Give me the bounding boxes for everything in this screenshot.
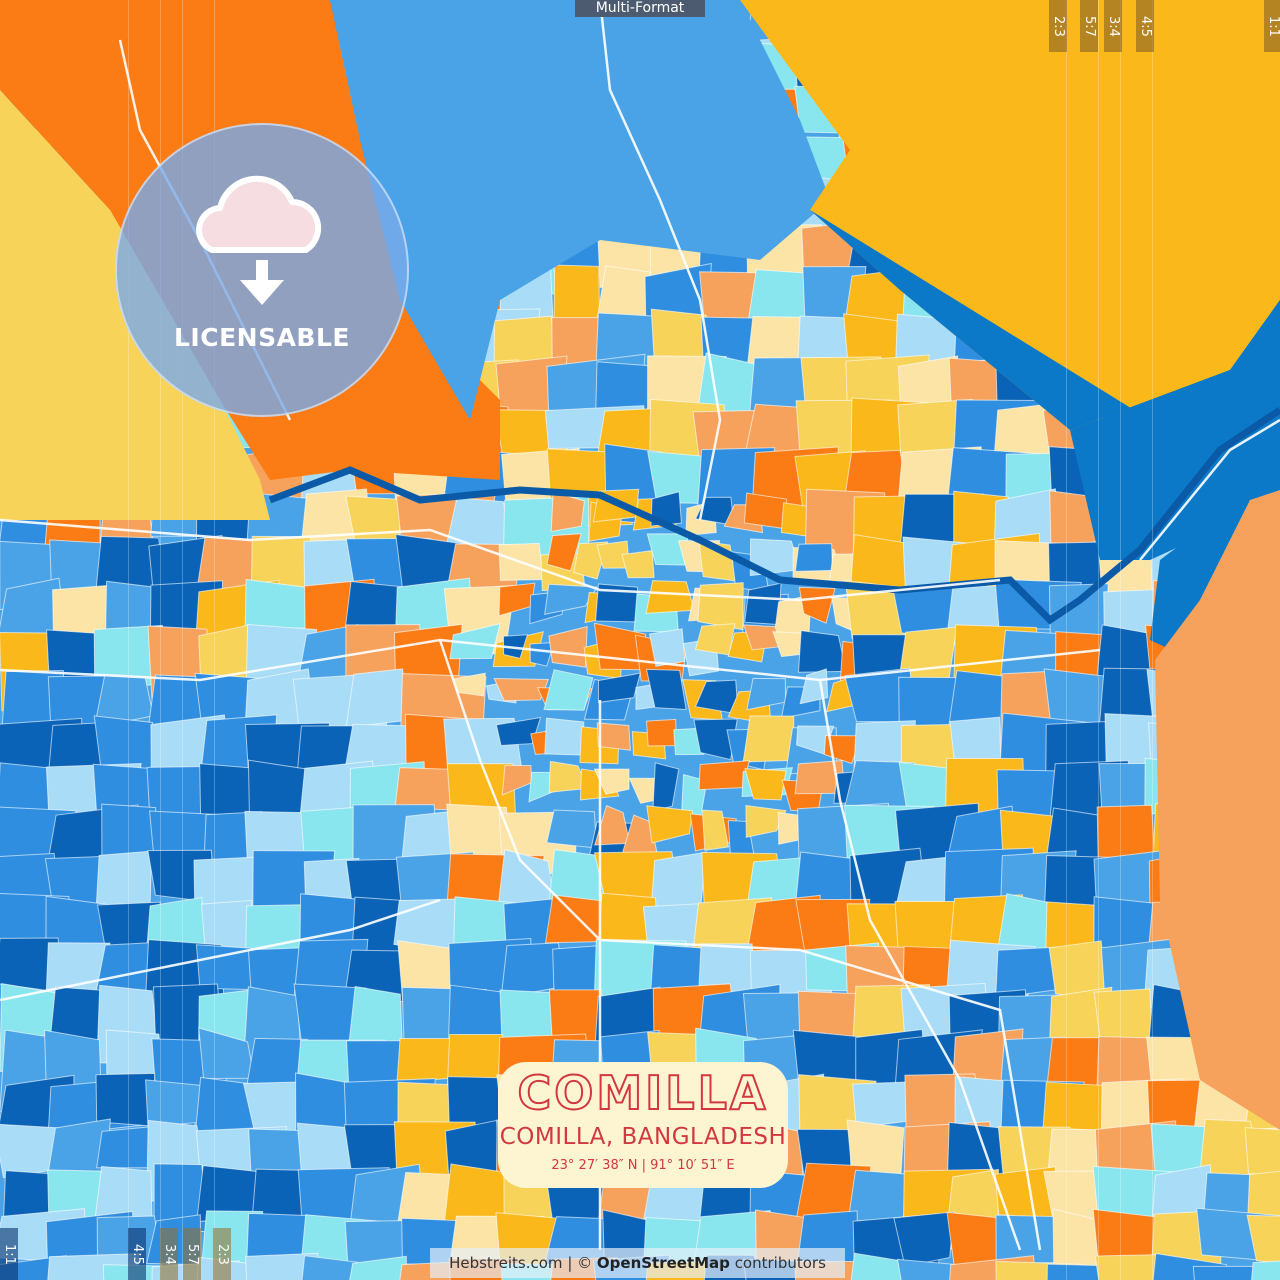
district-patch [548,625,588,668]
district-patch [645,718,678,747]
title-block: COMILLA COMILLA, BANGLADESH 23° 27′ 38″ … [498,1062,788,1188]
district-patch [1246,1214,1280,1264]
district-patch [597,672,642,704]
ratio-label-1-1: 1:1 [1264,0,1280,52]
district-patch [648,628,686,667]
district-patch [743,492,788,529]
ratio-label-3-4: 3:4 [1104,0,1122,52]
region-east-blue [1070,300,1280,560]
district-patch [543,669,594,711]
district-patch [694,623,736,656]
region-east-tan [1155,490,1280,1130]
district-patch [553,264,601,322]
multi-format-tab[interactable]: Multi-Format [575,0,705,17]
district-patch [449,623,501,660]
crop-guide-line [1066,0,1067,1280]
ratio-label-4-5: 4:5 [1136,0,1154,52]
licensable-badge[interactable]: LICENSABLE [115,123,409,417]
district-patch [744,768,787,801]
ratio-label-1-1: 1:1 [0,1228,18,1280]
district-patch [844,449,909,498]
attribution-footer: Hebstreits.com | © OpenStreetMap contrib… [430,1248,845,1278]
crop-guide-line [214,0,215,1280]
crop-guide-line [1098,0,1099,1280]
district-patch [797,629,847,673]
district-patch [1251,1260,1280,1280]
ratio-label-4-5: 4:5 [128,1228,146,1280]
district-patch [645,580,695,614]
ratio-label-5-7: 5:7 [183,1228,201,1280]
region-north-blue [330,0,830,420]
crop-guide-line [1120,0,1121,1280]
ratio-label-3-4: 3:4 [160,1228,178,1280]
district-patch [673,727,705,756]
district-patch [893,1211,955,1268]
district-patch [1192,1265,1255,1280]
district-patch [550,491,585,533]
district-patch [1244,1127,1280,1177]
licensable-label: LICENSABLE [174,323,350,352]
site-link[interactable]: Hebstreits.com [449,1254,563,1272]
river [268,407,1280,625]
coordinates: 23° 27′ 38″ N | 91° 10′ 51″ E [551,1158,735,1173]
district-patch [396,1037,456,1084]
district-patch [693,718,738,761]
district-patch [345,668,410,729]
district-patch [544,583,598,615]
district-patch [646,805,694,844]
separator: | © [562,1254,597,1272]
crop-guide-line [160,0,161,1280]
ratio-label-2-3: 2:3 [1049,0,1067,52]
ratio-label-5-7: 5:7 [1080,0,1098,52]
district-patch [301,1255,359,1280]
district-patch [502,634,529,659]
district-patch [546,809,598,849]
crop-guide-line [182,0,183,1280]
district-patch [646,533,689,566]
district-patch [349,1255,407,1280]
district-patch [495,716,542,746]
district-patch [596,722,632,751]
district-patch [621,550,655,579]
district-patch [652,762,680,811]
region-northeast-yellow [740,0,1280,430]
city-title: COMILLA [517,1065,769,1121]
ratio-label-2-3: 2:3 [213,1228,231,1280]
osm-link[interactable]: OpenStreetMap [596,1254,730,1272]
district-patch [794,543,833,572]
district-patch [546,533,582,572]
district-patch [245,1252,320,1280]
district-patch [529,641,555,667]
district-patch [493,678,550,702]
district-patch [698,760,751,791]
district-patch [697,582,744,631]
roads [0,0,1280,1251]
district-patch [742,715,795,763]
district-patch [1094,1254,1160,1280]
crop-guide-line [1152,0,1153,1280]
crop-guide-line [128,0,129,1280]
district-patch [645,668,687,710]
district-patch [544,717,585,756]
city-subtitle: COMILLA, BANGLADESH [499,1124,787,1150]
district-patch [701,809,730,851]
district-patch [744,582,782,626]
river-band-east [810,210,1280,700]
cloud-download-icon [196,175,322,305]
district-patch [745,804,787,838]
district-patch [593,768,630,795]
contributors-text: contributors [729,1254,826,1272]
